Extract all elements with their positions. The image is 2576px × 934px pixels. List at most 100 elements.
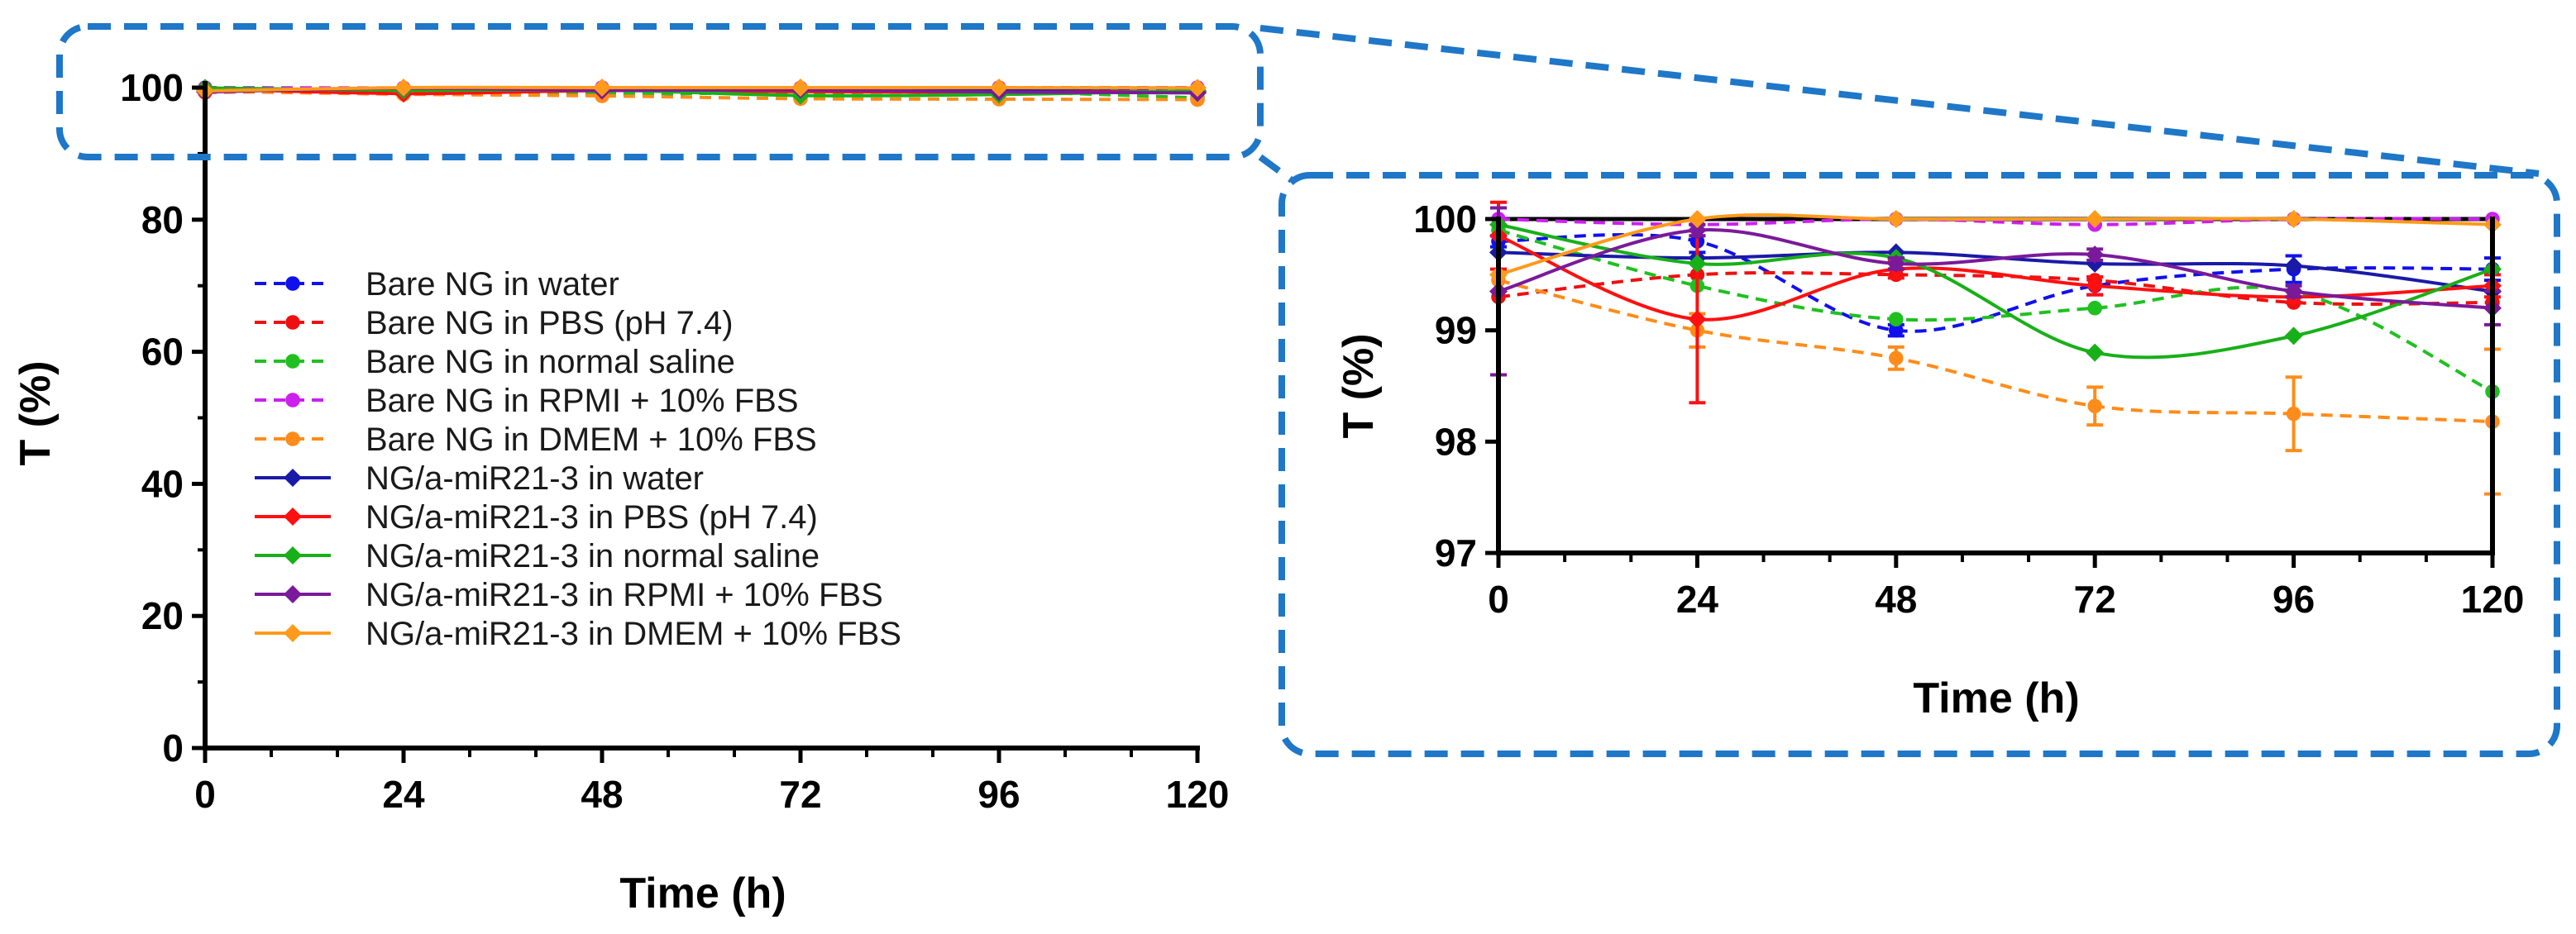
legend-item-bare-ng-in-water: Bare NG in water xyxy=(255,266,619,303)
main-chart: 0 20 40 60 80 100 0 24 48 72 96 120 T (%) Time (h)… xyxy=(12,66,1229,917)
data-point xyxy=(1688,254,1707,273)
x-tick-label: 0 xyxy=(194,773,216,816)
series-ng-a-mir21-3-in-normal-saline xyxy=(1489,215,2502,362)
x-tick-label: 120 xyxy=(1166,773,1230,816)
data-point xyxy=(2286,406,2301,422)
data-point xyxy=(1889,312,1904,327)
y-tick-label: 98 xyxy=(1435,420,1477,463)
data-point xyxy=(2284,256,2303,275)
data-point xyxy=(1688,310,1707,329)
legend-label: NG/a-miR21-3 in normal saline xyxy=(366,538,820,574)
legend-label: Bare NG in water xyxy=(366,266,619,303)
series-line xyxy=(1498,227,2493,310)
inset-x-axis-title: Time (h) xyxy=(1913,674,2079,722)
inset-y-axis-title: T (%) xyxy=(1335,333,1383,438)
data-point xyxy=(2087,300,2102,316)
inset-series-layer xyxy=(1489,200,2502,496)
main-y-axis-ticks: 0 20 40 60 80 100 xyxy=(120,66,205,770)
series-line xyxy=(1498,234,2493,322)
y-tick-label: 99 xyxy=(1435,309,1477,352)
main-x-axis-title: Time (h) xyxy=(619,870,786,917)
series-bare-ng-in-normal-saline xyxy=(1491,222,2500,399)
y-tick-label: 60 xyxy=(141,331,184,374)
data-point xyxy=(1889,350,1904,366)
legend-label: Bare NG in PBS (pH 7.4) xyxy=(366,305,734,341)
series-line xyxy=(1498,222,2493,360)
data-point xyxy=(2284,282,2303,301)
legend-item-ng-a-mir21-3-in-dmem-10-fbs: NG/a-miR21-3 in DMEM + 10% FBS xyxy=(255,616,901,652)
legend-swatch-marker xyxy=(285,315,300,330)
data-point xyxy=(1886,210,1905,228)
legend-swatch-marker xyxy=(285,276,300,291)
y-tick-label: 0 xyxy=(162,727,184,770)
data-point xyxy=(2086,276,2105,295)
y-tick-label: 97 xyxy=(1435,531,1477,574)
inset-y-axis-ticks: 97 98 99 100 xyxy=(1413,198,1498,574)
main-x-axis-ticks: 0 24 48 72 96 120 xyxy=(194,748,1229,816)
series-line xyxy=(1498,279,2493,424)
data-point xyxy=(2284,326,2303,345)
x-tick-label: 0 xyxy=(1488,578,1509,621)
legend-label: NG/a-miR21-3 in RPMI + 10% FBS xyxy=(366,577,883,613)
x-tick-label: 24 xyxy=(1676,578,1719,621)
data-point xyxy=(1889,322,1904,338)
main-y-axis-title: T (%) xyxy=(12,360,60,465)
data-point xyxy=(2284,210,2303,228)
x-tick-label: 72 xyxy=(2074,578,2116,621)
x-tick-label: 96 xyxy=(2273,578,2315,621)
series-line xyxy=(1498,228,2493,393)
x-tick-label: 48 xyxy=(1875,578,1917,621)
data-point xyxy=(990,79,1008,97)
inset-chart: 97 98 99 100 0 24 48 72 96 120 T (%) Time (h) xyxy=(1335,198,2524,722)
data-point xyxy=(1688,210,1707,228)
legend-swatch-marker xyxy=(285,354,300,369)
series-line xyxy=(1498,213,2493,277)
data-point xyxy=(2087,398,2102,414)
series-line xyxy=(204,85,1198,93)
y-tick-label: 100 xyxy=(1413,198,1477,241)
legend-swatch-marker xyxy=(284,624,302,642)
x-tick-label: 120 xyxy=(2461,578,2525,621)
data-point xyxy=(394,79,413,97)
legend-item-ng-a-mir21-3-in-rpmi-10-fbs: NG/a-miR21-3 in RPMI + 10% FBS xyxy=(255,577,883,613)
x-tick-label: 48 xyxy=(581,773,623,816)
x-tick-label: 96 xyxy=(977,773,1020,816)
y-tick-label: 40 xyxy=(141,462,184,505)
series-ng-a-mir21-3-in-water xyxy=(1489,243,2502,301)
data-point xyxy=(1188,79,1207,98)
legend-swatch-marker xyxy=(284,508,302,526)
legend-label: NG/a-miR21-3 in PBS (pH 7.4) xyxy=(366,499,818,536)
zoom-source-frame xyxy=(56,23,1264,160)
legend-swatch-marker xyxy=(284,585,302,603)
data-point xyxy=(791,79,810,97)
legend-label: Bare NG in RPMI + 10% FBS xyxy=(366,383,799,419)
data-point xyxy=(1886,254,1905,273)
data-point xyxy=(593,79,611,97)
zoom-inset-frame xyxy=(1278,172,2560,757)
legend-label: Bare NG in DMEM + 10% FBS xyxy=(366,422,817,458)
y-tick-label: 20 xyxy=(141,594,184,637)
legend-swatch-marker xyxy=(284,469,302,487)
data-point xyxy=(2086,210,2105,228)
legend-item-bare-ng-in-pbs-ph-7-4: Bare NG in PBS (pH 7.4) xyxy=(255,305,734,341)
data-point xyxy=(1688,221,1707,240)
legend-label: NG/a-miR21-3 in DMEM + 10% FBS xyxy=(366,616,901,652)
legend-item-ng-a-mir21-3-in-pbs-ph-7-4: NG/a-miR21-3 in PBS (pH 7.4) xyxy=(255,499,818,536)
y-tick-label: 80 xyxy=(141,198,184,241)
series-line xyxy=(1498,232,2493,333)
legend-item-ng-a-mir21-3-in-water: NG/a-miR21-3 in water xyxy=(255,460,704,497)
legend-swatch-marker xyxy=(285,393,300,407)
inset-x-axis-ticks: 0 24 48 72 96 120 xyxy=(1488,553,2524,621)
legend-item-bare-ng-in-rpmi-10-fbs: Bare NG in RPMI + 10% FBS xyxy=(255,383,799,419)
legend-item-bare-ng-in-dmem-10-fbs: Bare NG in DMEM + 10% FBS xyxy=(255,422,817,458)
zoom-connector-top xyxy=(1259,25,2540,177)
x-tick-label: 24 xyxy=(382,773,425,816)
data-point xyxy=(2086,245,2105,264)
legend-item-bare-ng-in-normal-saline: Bare NG in normal saline xyxy=(255,344,735,380)
zoom-connector-bottom xyxy=(1258,154,1294,183)
legend-item-ng-a-mir21-3-in-normal-saline: NG/a-miR21-3 in normal saline xyxy=(255,538,820,574)
series-line xyxy=(1498,271,2493,306)
x-tick-label: 72 xyxy=(779,773,821,816)
